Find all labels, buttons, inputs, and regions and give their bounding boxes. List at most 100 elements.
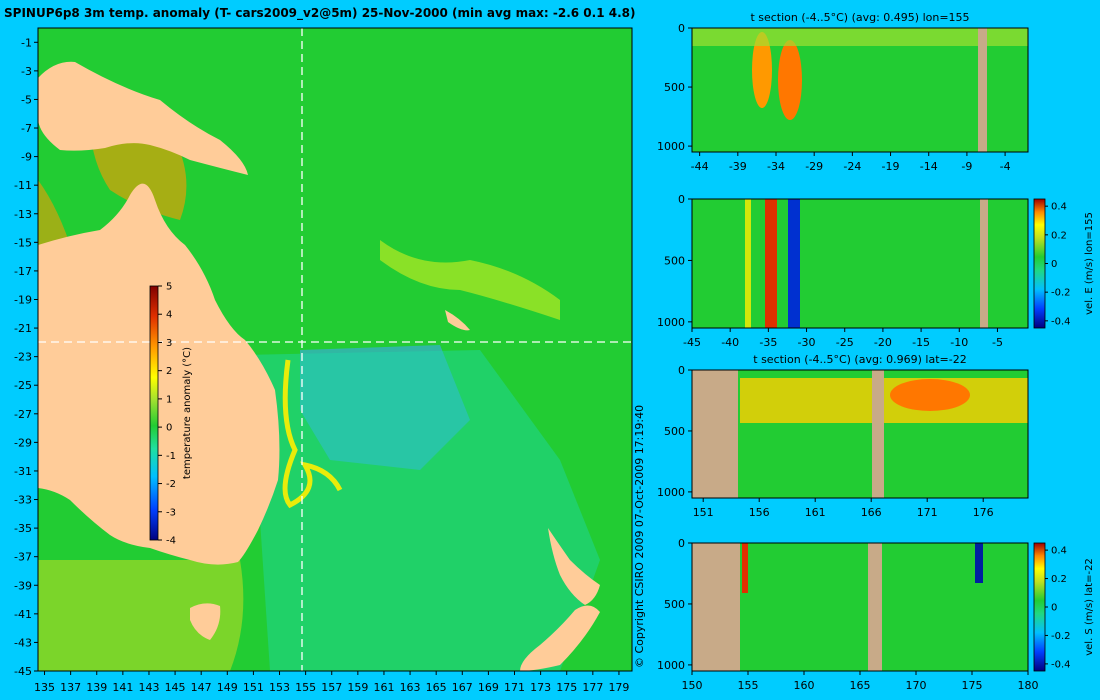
section-colorbar: [1033, 198, 1046, 329]
section-title: t section (-4..5°C) (avg: 0.495) lon=155: [750, 11, 969, 24]
map-land-new-caledonia: [445, 310, 470, 331]
map-x-tick-label: 175: [556, 681, 577, 694]
section-x-tick-label: 160: [794, 679, 815, 692]
map-colorbar-tick-label: -2: [166, 479, 176, 490]
section-y-tick-label: 500: [664, 425, 685, 438]
section-x-tick-label: 175: [962, 679, 983, 692]
section-colorbar-tick-label: -0.2: [1051, 288, 1071, 299]
section-velocity-band: [745, 199, 751, 328]
section-x-tick-label: -44: [691, 160, 709, 173]
map-y-tick-label: -43: [14, 636, 32, 649]
map-colorbar-tick-label: 3: [166, 338, 172, 349]
map-cyan-anomaly: [240, 350, 600, 671]
map-y-tick-label: -21: [14, 322, 32, 335]
map-x-tick-label: 163: [400, 681, 421, 694]
section-panels: t section (-4..5°C) (avg: 0.495) lon=155…: [657, 11, 1095, 692]
section-colorbar-tick-label: 0: [1051, 259, 1057, 270]
map-east-australian-current: [282, 359, 343, 509]
map-y-tick-label: -5: [21, 93, 32, 106]
map-land-tasmania: [190, 603, 221, 640]
section-colorbar-tick-label: -0.4: [1051, 316, 1071, 327]
map-colorbar-tick-label: -4: [166, 536, 176, 547]
section-x-tick-label: -34: [767, 160, 785, 173]
section-colorbar-tick-label: -0.2: [1051, 631, 1071, 642]
map-land-new-zealand-south: [520, 605, 600, 671]
map-x-tick-label: 157: [321, 681, 342, 694]
section-x-tick-label: -29: [805, 160, 823, 173]
map-x-axis: 135 137 139 141 143 145 147 149 151 153 155 157 159 1…: [34, 671, 629, 694]
map-y-tick-label: -41: [14, 608, 32, 621]
section-colorbar-label: vel. S (m/s) lat=-22: [1084, 558, 1095, 656]
section-velocity-band: [788, 199, 800, 328]
map-colorbar: 5 4 3 2 1 0 -1 -2 -3 -4 temperature anomaly (°C): [149, 282, 193, 547]
map-x-tick-label: 135: [34, 681, 55, 694]
map-y-tick-label: -37: [14, 551, 32, 564]
section-panel-t-section-lon: t section (-4..5°C) (avg: 0.495) lon=155…: [657, 11, 1029, 173]
section-warm-eddy: [890, 379, 970, 411]
section-y-tick-label: 500: [664, 254, 685, 267]
section-y-tick-label: 500: [664, 81, 685, 94]
section-frame: [691, 198, 1029, 329]
section-y-tick-label: 1000: [657, 659, 685, 672]
map-y-tick-label: -39: [14, 579, 32, 592]
section-land: [868, 543, 882, 671]
section-x-tick-label: 151: [693, 506, 714, 519]
section-land: [978, 28, 987, 152]
section-y-tick-label: 1000: [657, 140, 685, 153]
map-x-tick-label: 149: [217, 681, 238, 694]
section-x-tick-label: 150: [682, 679, 703, 692]
map-y-tick-label: -31: [14, 465, 32, 478]
map-colorbar-tick-label: -1: [166, 451, 176, 462]
map-y-tick-label: -45: [14, 665, 32, 678]
map-x-tick-label: 139: [86, 681, 107, 694]
map-yellow-warm-patch: [380, 240, 560, 320]
section-y-tick-label: 1000: [657, 316, 685, 329]
map-y-axis: -1 -3 -5 -7 -9 -11 -13 -15 -17 -19 -21 -23 -25 -27 -29…: [14, 36, 38, 678]
map-y-tick-label: -35: [14, 522, 32, 535]
map-colorbar-tick-label: 2: [166, 366, 172, 377]
map-y-tick-label: -27: [14, 408, 32, 421]
map-y-tick-label: -13: [14, 208, 32, 221]
map-blue-anomaly: [300, 345, 470, 470]
section-land: [692, 370, 738, 498]
section-colorbar-tick-label: 0.2: [1051, 230, 1067, 241]
section-frame: [691, 27, 1029, 153]
map-x-tick-label: 141: [112, 681, 133, 694]
section-land: [692, 543, 740, 671]
section-y-tick-label: 1000: [657, 486, 685, 499]
map-x-tick-label: 143: [138, 681, 159, 694]
map-colorbar-label: temperature anomaly (°C): [182, 347, 193, 479]
section-colorbar-tick-label: 0.2: [1051, 574, 1067, 585]
map-land-new-guinea: [38, 61, 248, 175]
section-y-tick-label: 0: [678, 193, 685, 206]
map-y-tick-label: -11: [14, 179, 32, 192]
map-land-new-zealand-north: [548, 528, 600, 605]
section-x-tick-label: -24: [843, 160, 861, 173]
section-x-tick-label: -4: [1000, 160, 1011, 173]
section-x-tick-label: -30: [798, 336, 816, 349]
map-colorbar-tick-label: 5: [166, 282, 172, 293]
map-y-tick-label: -33: [14, 494, 32, 507]
map-y-tick-label: -23: [14, 351, 32, 364]
section-x-tick-label: -15: [912, 336, 930, 349]
map-x-tick-label: 171: [504, 681, 525, 694]
map-y-tick-label: -1: [21, 36, 32, 49]
map-land-australia: [38, 183, 280, 565]
map-x-tick-label: 173: [530, 681, 551, 694]
map-x-tick-label: 155: [295, 681, 316, 694]
section-x-tick-label: -35: [759, 336, 777, 349]
section-land: [980, 199, 988, 328]
section-velocity-band: [975, 543, 983, 583]
map-y-tick-label: -7: [21, 122, 32, 135]
map-y-tick-label: -29: [14, 436, 32, 449]
section-x-tick-label: -19: [882, 160, 900, 173]
section-panel-vel-s-section: 150 155 160 165 170 175 180 0 500 1000 0.4 0.2 0 -0.2…: [657, 537, 1095, 692]
section-x-tick-label: 155: [738, 679, 759, 692]
section-panel-vel-e-section: -45 -40 -35 -30 -25 -20 -15 -10 -5 0 500 1000 0.4 0.2…: [657, 193, 1095, 349]
map-x-tick-label: 151: [243, 681, 264, 694]
map-y-tick-label: -17: [14, 265, 32, 278]
map-y-tick-label: -25: [14, 379, 32, 392]
section-frame: [691, 369, 1029, 499]
map-x-tick-label: 161: [373, 681, 394, 694]
